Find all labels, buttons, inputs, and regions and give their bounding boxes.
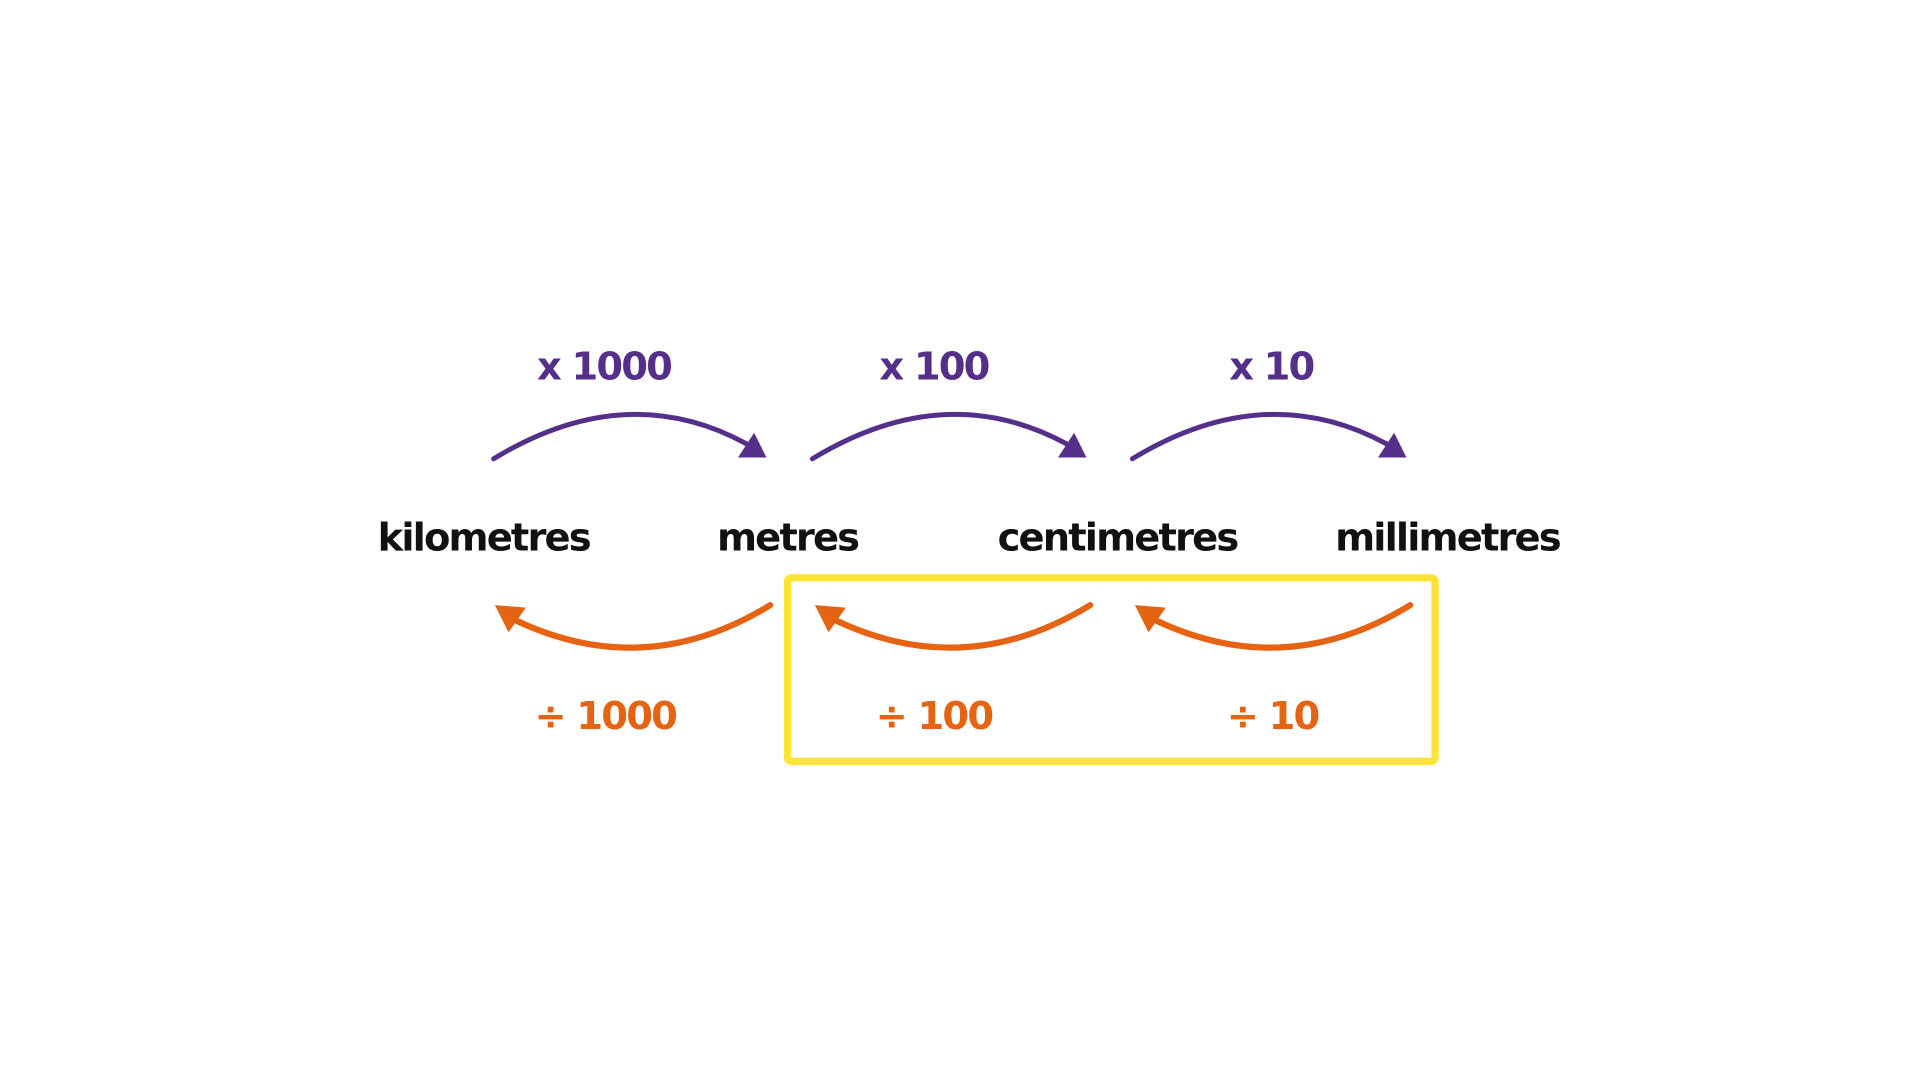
unit-label-metres: metres (717, 516, 859, 561)
divide-label-m-km: ÷ 1000 (535, 694, 677, 739)
multiply-arrow-km-m (491, 411, 767, 462)
multiply-arrow-m-cm (809, 411, 1087, 462)
multiply-label-km-m: x 1000 (537, 344, 671, 389)
divide-arrow-m-km (494, 601, 774, 651)
divide-label-cm-m: ÷ 100 (876, 694, 993, 739)
divide-arrow-mm-cm (1134, 601, 1414, 651)
unit-label-millimetres: millimetres (1335, 516, 1561, 561)
divide-label-mm-cm: ÷ 10 (1227, 694, 1319, 739)
unit-label-centimetres: centimetres (998, 516, 1239, 561)
highlight-box (783, 574, 1439, 766)
multiply-label-cm-mm: x 10 (1229, 344, 1313, 389)
multiply-arrow-cm-mm (1129, 411, 1407, 462)
divide-arrow-cm-m (814, 601, 1094, 651)
unit-label-kilometres: kilometres (378, 516, 591, 561)
multiply-label-m-cm: x 100 (879, 344, 988, 389)
